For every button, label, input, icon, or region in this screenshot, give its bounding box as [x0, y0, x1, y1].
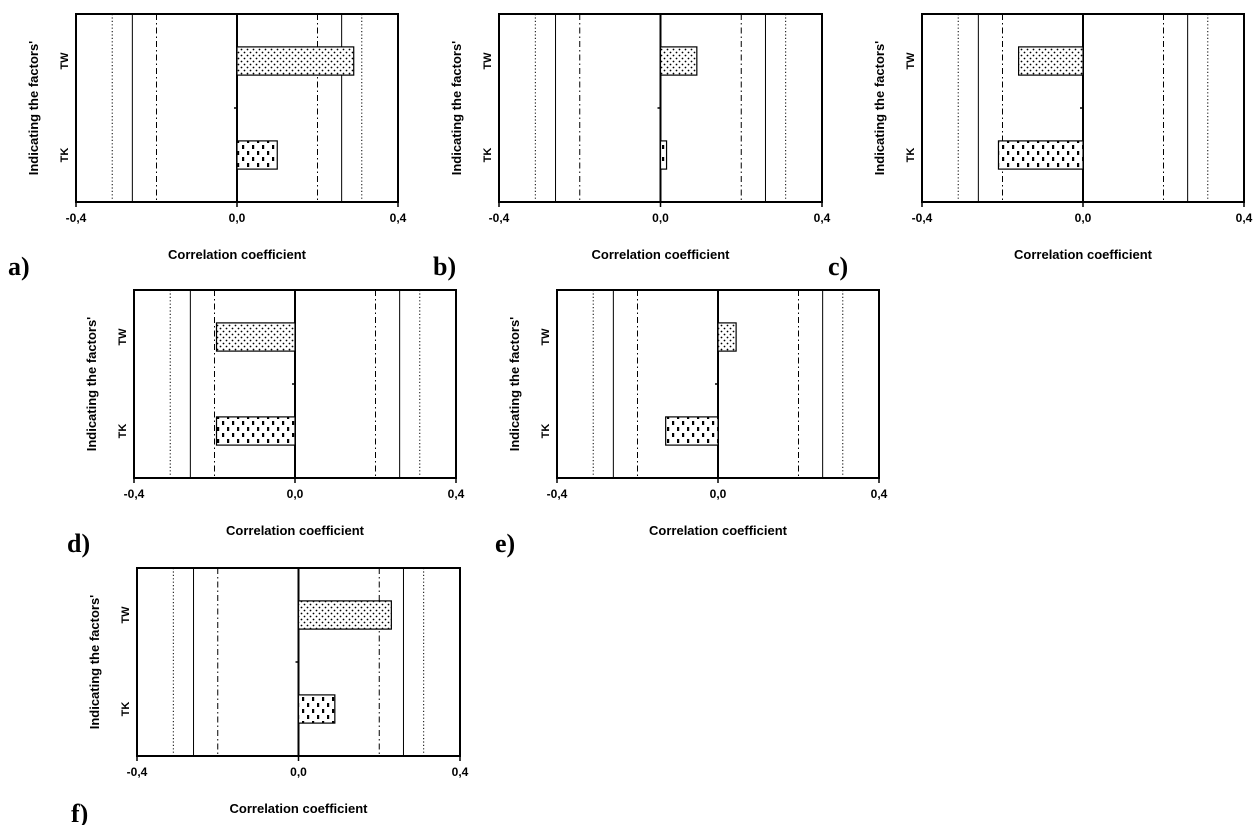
x-tick-label: -0,4 — [547, 487, 568, 501]
category-label: TK — [540, 424, 552, 439]
x-axis-label: Correlation coefficient — [168, 247, 307, 262]
panel-label: b) — [433, 252, 456, 281]
chart-panel: TW TK -0,4 0,0 0,4 Correlation coefficient Ind… — [8, 13, 407, 281]
x-axis-label: Correlation coefficient — [1014, 247, 1153, 262]
chart-panel: TW TK -0,4 0,0 0,4 Correlation coefficient Ind… — [828, 13, 1253, 281]
panel-label: c) — [828, 252, 848, 281]
x-tick-label: -0,4 — [912, 211, 933, 225]
bar — [297, 694, 336, 724]
category-label: TW — [117, 328, 129, 346]
bar — [236, 46, 355, 76]
x-axis-label: Correlation coefficient — [230, 801, 369, 816]
x-axis-label: Correlation coefficient — [226, 523, 365, 538]
x-tick-label: 0,4 — [452, 765, 469, 779]
y-axis-label: Indicating the factors' — [507, 317, 522, 452]
x-tick-label: 0,4 — [871, 487, 888, 501]
x-axis-label: Correlation coefficient — [592, 247, 731, 262]
x-tick-label: 0,4 — [390, 211, 407, 225]
bar — [1017, 46, 1084, 76]
bar — [297, 600, 392, 630]
bar — [659, 140, 668, 170]
x-axis-label: Correlation coefficient — [649, 523, 788, 538]
y-axis-label: Indicating the factors' — [872, 41, 887, 176]
bar — [665, 416, 719, 446]
category-label: TK — [120, 702, 132, 717]
panel-label: f) — [71, 799, 88, 825]
panel-label: d) — [67, 529, 90, 558]
y-axis-label: Indicating the factors' — [26, 41, 41, 176]
x-tick-label: 0,0 — [1075, 211, 1092, 225]
category-label: TK — [905, 148, 917, 163]
category-label: TK — [59, 148, 71, 163]
bar — [659, 46, 698, 76]
bar — [236, 140, 278, 170]
x-tick-label: -0,4 — [66, 211, 87, 225]
y-axis-label: Indicating the factors' — [87, 595, 102, 730]
x-tick-label: 0,0 — [710, 487, 727, 501]
category-label: TW — [120, 606, 132, 624]
x-tick-label: 0,0 — [652, 211, 669, 225]
y-axis-label: Indicating the factors' — [449, 41, 464, 176]
category-label: TK — [117, 424, 129, 439]
category-label: TW — [540, 328, 552, 346]
panel-label: a) — [8, 252, 30, 281]
category-label: TK — [482, 148, 494, 163]
chart-panel: TW TK -0,4 0,0 0,4 Correlation coefficient Ind… — [495, 289, 888, 558]
chart-panel: TW TK -0,4 0,0 0,4 Correlation coefficient Ind… — [67, 289, 465, 558]
panel-label: e) — [495, 529, 515, 558]
chart-panel: TW TK -0,4 0,0 0,4 Correlation coefficient Ind… — [71, 567, 469, 825]
x-tick-label: 0,0 — [229, 211, 246, 225]
x-tick-label: -0,4 — [127, 765, 148, 779]
category-label: TW — [905, 52, 917, 70]
chart-panel: TW TK -0,4 0,0 0,4 Correlation coefficient Ind… — [433, 13, 831, 281]
bar — [997, 140, 1084, 170]
x-tick-label: -0,4 — [124, 487, 145, 501]
bar — [717, 322, 737, 352]
x-tick-label: 0,0 — [290, 765, 307, 779]
category-label: TW — [482, 52, 494, 70]
x-tick-label: 0,4 — [448, 487, 465, 501]
x-tick-label: 0,4 — [814, 211, 831, 225]
x-tick-label: 0,4 — [1236, 211, 1253, 225]
bar — [215, 416, 296, 446]
category-label: TW — [59, 52, 71, 70]
x-tick-label: 0,0 — [287, 487, 304, 501]
y-axis-label: Indicating the factors' — [84, 317, 99, 452]
x-tick-label: -0,4 — [489, 211, 510, 225]
bar — [215, 322, 296, 352]
